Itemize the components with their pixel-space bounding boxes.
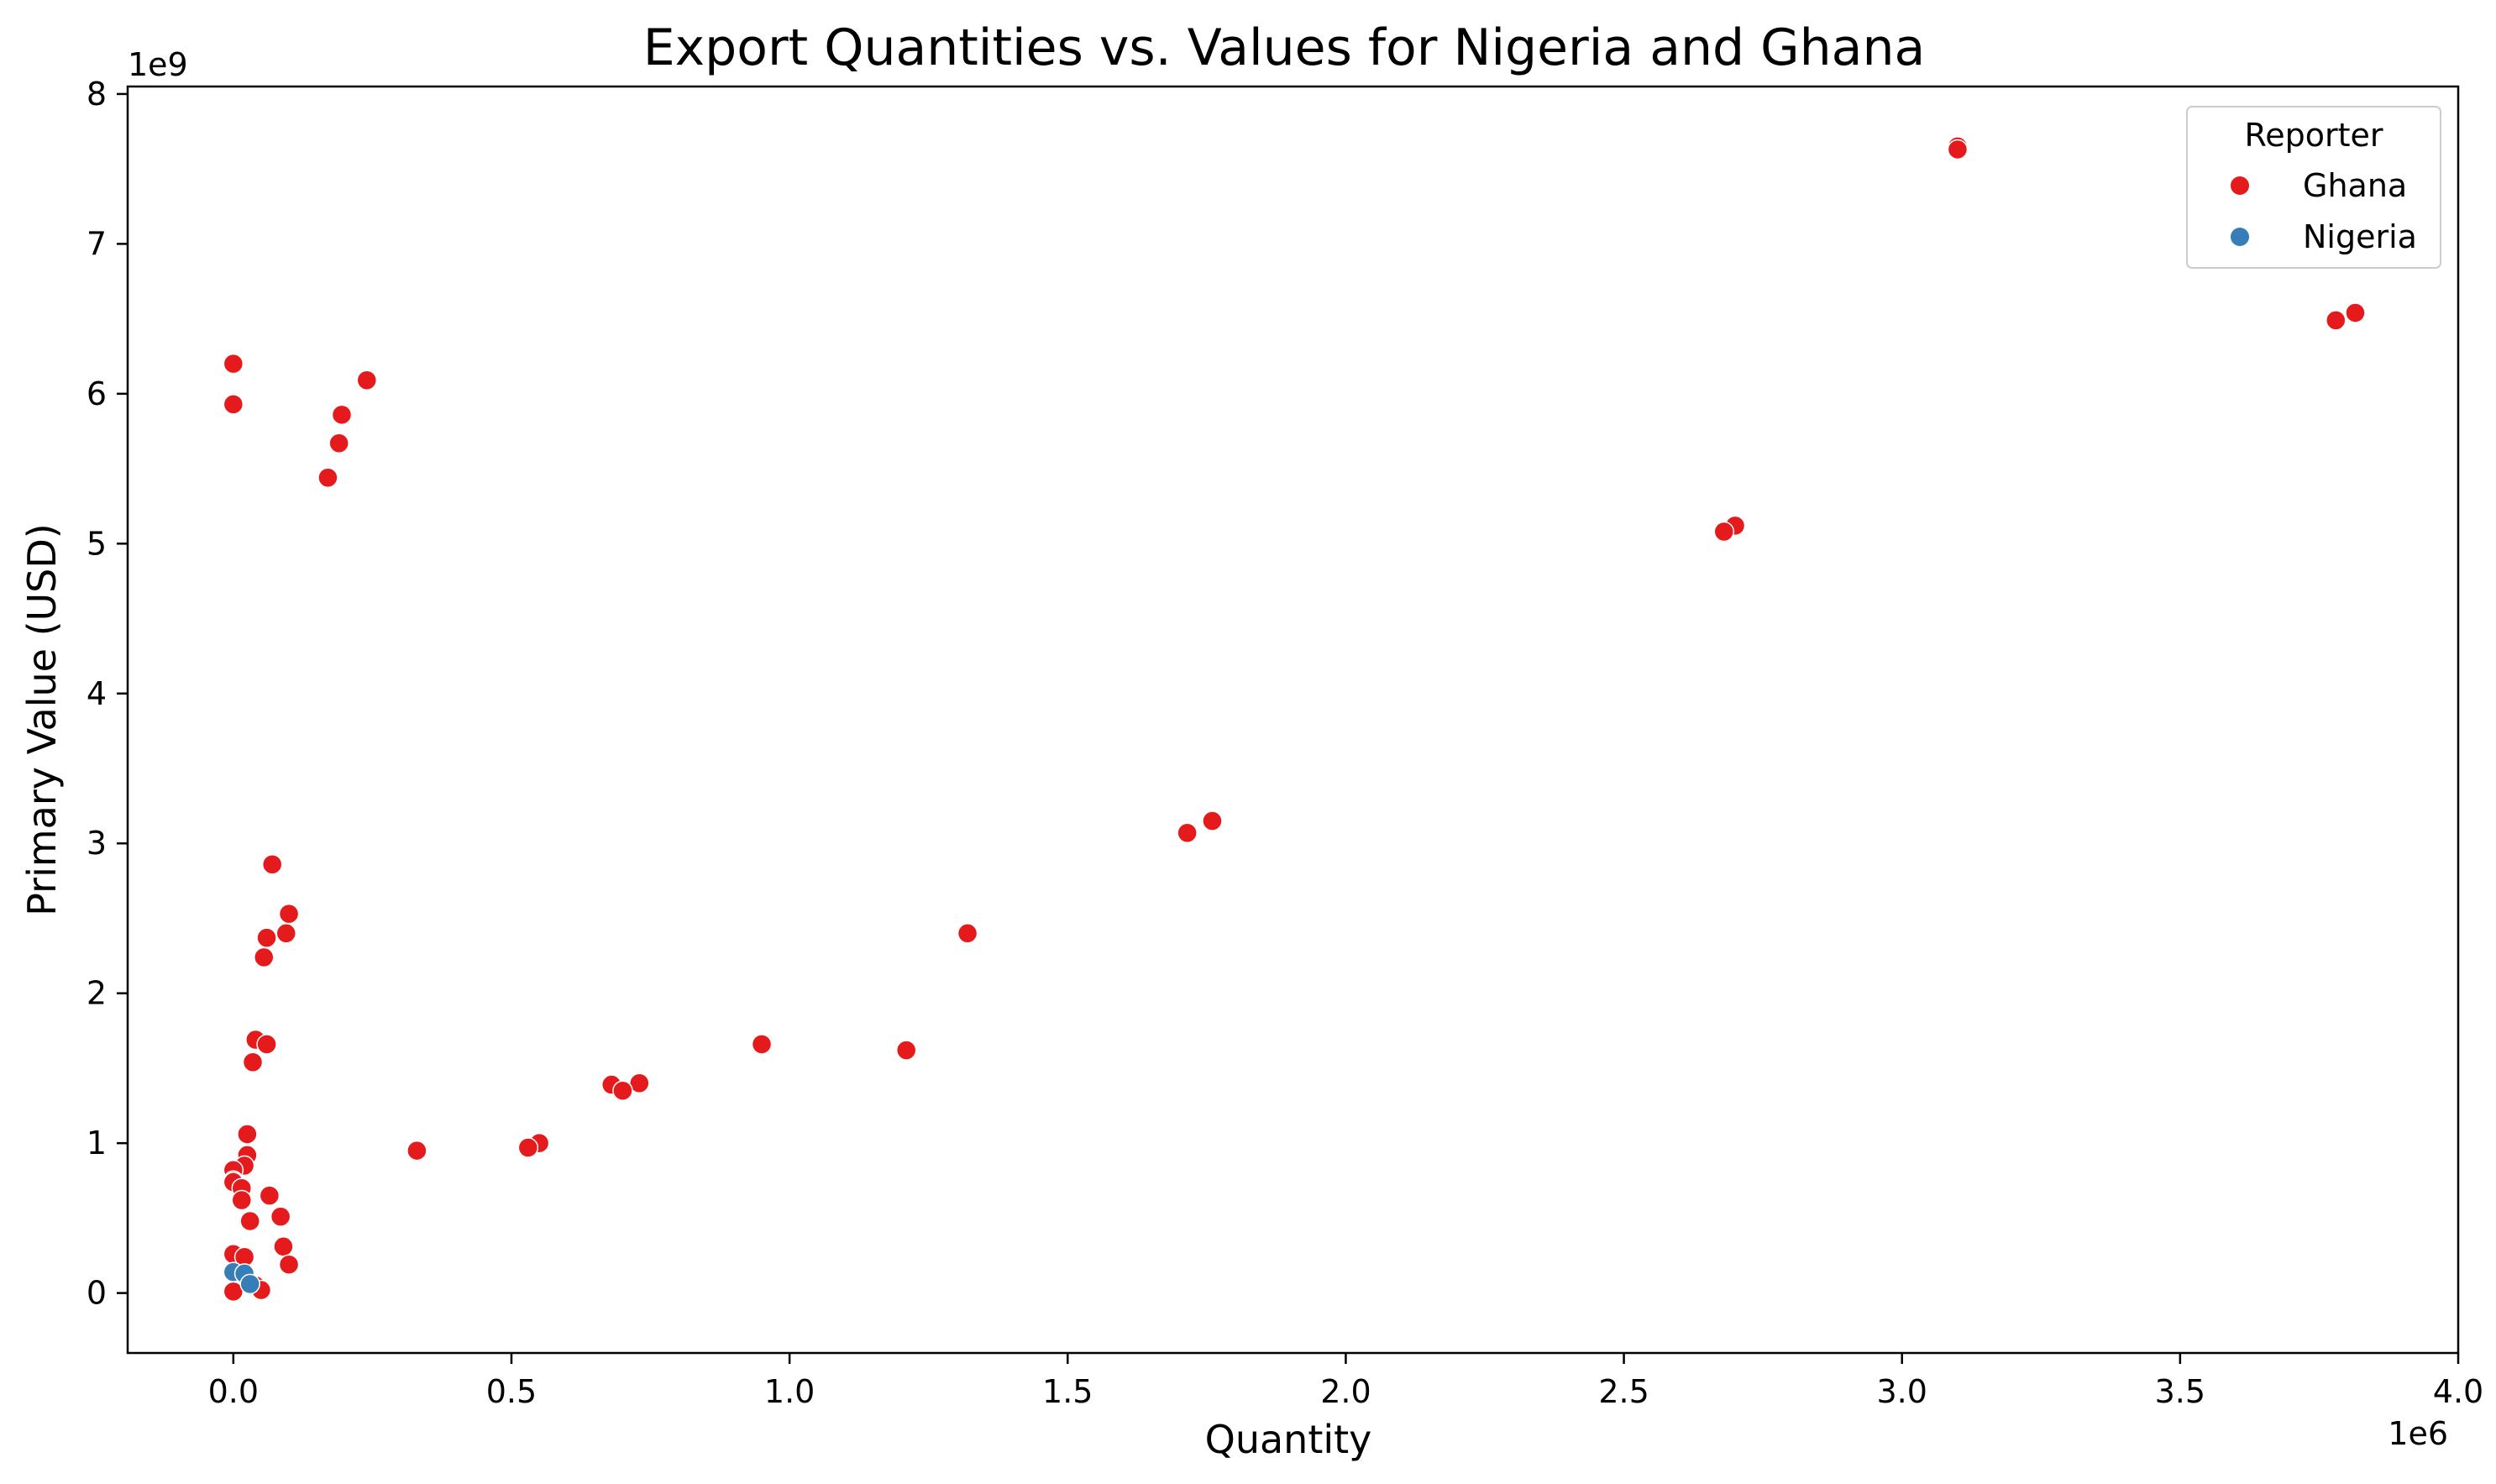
x-tick-label: 3.0: [1876, 1373, 1927, 1410]
data-point-ghana: [223, 353, 244, 375]
series-nigeria: [223, 1261, 260, 1295]
data-point-ghana: [356, 370, 378, 391]
x-tick-label: 0.5: [486, 1373, 537, 1410]
x-tick-label: 2.5: [1598, 1373, 1649, 1410]
x-axis-label: Quantity: [1205, 1417, 1372, 1462]
y-axis: 0 1 2 3 4 5 6 7 8: [87, 76, 128, 1312]
x-axis-offset-label: 1e6: [2388, 1415, 2448, 1452]
data-point-ghana: [1202, 810, 1223, 831]
y-tick-label: 3: [87, 825, 107, 862]
data-point-ghana: [273, 1236, 294, 1257]
x-axis: 0.0 0.5 1.0 1.5 2.0 2.5 3.0 3.5 4.0: [208, 1353, 2483, 1410]
data-point-ghana: [1713, 521, 1735, 543]
data-point-ghana: [895, 1040, 917, 1061]
data-point-ghana: [278, 1254, 300, 1275]
y-tick-label: 8: [87, 76, 107, 113]
data-point-ghana: [223, 394, 244, 415]
legend-title: Reporter: [2245, 117, 2383, 154]
data-point-ghana: [261, 853, 283, 875]
data-point-ghana: [239, 1210, 260, 1232]
data-point-ghana: [957, 923, 978, 944]
data-point-ghana: [1177, 822, 1198, 843]
data-point-ghana: [256, 1034, 277, 1055]
x-tick-label: 1.0: [764, 1373, 815, 1410]
x-tick-label: 3.5: [2155, 1373, 2205, 1410]
y-tick-label: 4: [87, 675, 107, 712]
data-point-ghana: [270, 1206, 291, 1227]
series-ghana: [223, 136, 2366, 1303]
data-point-ghana: [517, 1137, 539, 1158]
data-point-ghana: [751, 1034, 773, 1055]
data-point-ghana: [406, 1140, 427, 1162]
data-point-ghana: [278, 903, 300, 925]
legend-frame: [2186, 106, 2441, 269]
y-tick-label: 2: [87, 975, 107, 1012]
x-tick-label: 4.0: [2433, 1373, 2483, 1410]
data-point-ghana: [1947, 139, 1969, 160]
y-tick-label: 1: [87, 1125, 107, 1162]
data-point-ghana: [331, 404, 353, 426]
data-point-ghana: [242, 1051, 264, 1073]
y-axis-offset-label: 1e9: [128, 46, 188, 83]
data-point-ghana: [256, 927, 277, 948]
data-point-ghana: [2345, 302, 2366, 323]
y-tick-label: 6: [87, 375, 107, 412]
y-tick-label: 7: [87, 225, 107, 262]
data-point-ghana: [612, 1080, 633, 1101]
data-point-ghana: [259, 1185, 281, 1206]
legend-marker-ghana: [2231, 176, 2249, 195]
legend-marker-nigeria: [2231, 228, 2249, 246]
data-point-ghana: [2326, 310, 2347, 331]
data-point-ghana: [254, 947, 275, 968]
x-tick-label: 0.0: [208, 1373, 259, 1410]
data-point-nigeria: [239, 1273, 260, 1295]
data-point-ghana: [275, 923, 297, 944]
data-point-ghana: [237, 1124, 258, 1145]
legend: Reporter Ghana Nigeria: [2186, 106, 2441, 269]
x-tick-label: 2.0: [1320, 1373, 1371, 1410]
plot-frame: [126, 85, 2460, 1355]
data-point-ghana: [328, 433, 349, 454]
plot-area: [126, 85, 2460, 1355]
y-axis-label: Primary Value (USD): [19, 523, 65, 916]
data-point-ghana: [317, 467, 338, 489]
chart-title: Export Quantities vs. Values for Nigeria…: [643, 18, 1926, 77]
y-tick-label: 0: [87, 1275, 107, 1312]
y-tick-label: 5: [87, 525, 107, 562]
x-tick-label: 1.5: [1042, 1373, 1093, 1410]
data-point-ghana: [231, 1189, 253, 1211]
legend-label-ghana: Ghana: [2303, 167, 2407, 204]
legend-label-nigeria: Nigeria: [2303, 218, 2417, 255]
